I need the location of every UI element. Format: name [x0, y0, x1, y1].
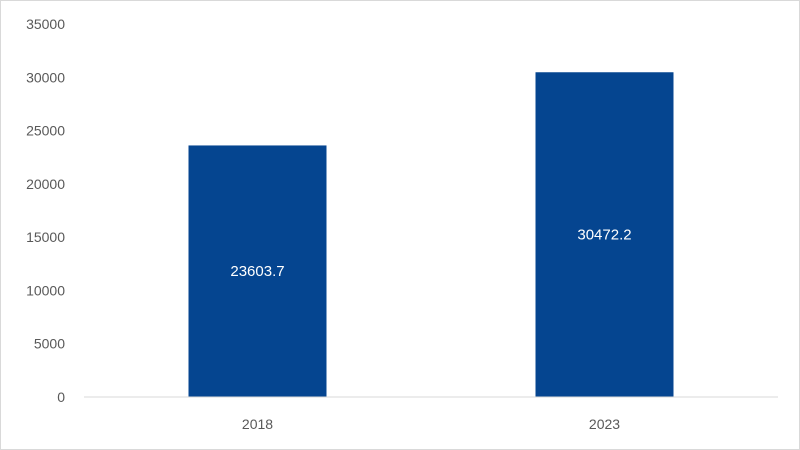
y-tick-label: 5000 — [34, 336, 65, 352]
bar-2018 — [188, 145, 327, 397]
y-tick-label: 0 — [57, 389, 65, 405]
x-tick-label: 2018 — [242, 416, 273, 432]
data-label: 30472.2 — [577, 227, 631, 244]
y-tick-label: 35000 — [26, 16, 65, 32]
y-tick-label: 20000 — [26, 176, 65, 192]
y-tick-label: 25000 — [26, 123, 65, 139]
y-axis-tick-labels: 0 5000 10000 15000 20000 25000 30000 35000 — [26, 16, 65, 405]
y-tick-label: 15000 — [26, 229, 65, 245]
data-labels: 23603.7 30472.2 — [230, 227, 631, 281]
bar-2023 — [535, 72, 674, 397]
y-tick-label: 10000 — [26, 282, 65, 298]
x-tick-label: 2023 — [589, 416, 620, 432]
x-axis-tick-labels: 2018 2023 — [242, 416, 620, 432]
bars — [188, 72, 674, 397]
data-label: 23603.7 — [230, 263, 284, 280]
y-tick-label: 30000 — [26, 69, 65, 85]
